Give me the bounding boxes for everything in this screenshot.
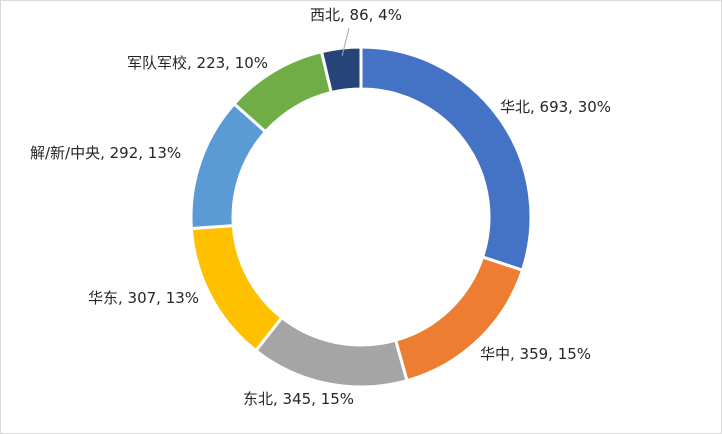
- slice-label-军队军校: 军队军校, 223, 10%: [127, 54, 268, 72]
- slice-label-西北: 西北, 86, 4%: [310, 6, 402, 24]
- slice-华北: [359, 45, 533, 273]
- slice-label-解-新-中央: 解/新/中央, 292, 13%: [30, 144, 181, 162]
- slice-华东: [189, 224, 284, 353]
- slice-label-华东: 华东, 307, 13%: [88, 289, 199, 307]
- slice-西北: [319, 45, 363, 95]
- leader-line-西北: [341, 27, 350, 57]
- slice-label-东北: 东北, 345, 15%: [243, 390, 354, 408]
- slice-东北: [253, 315, 409, 389]
- slice-label-华北: 华北, 693, 30%: [500, 98, 611, 116]
- slice-label-华中: 华中, 359, 15%: [480, 345, 591, 363]
